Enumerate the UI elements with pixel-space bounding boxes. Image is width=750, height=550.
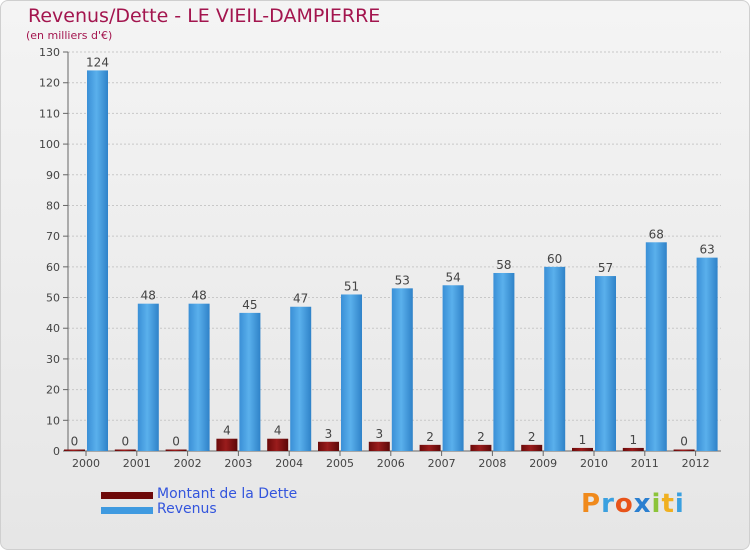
x-tick-label-2007: 2007 xyxy=(428,457,456,470)
bar-revenus-2009 xyxy=(544,266,566,451)
data-label-revenus-2000: 124 xyxy=(86,55,109,69)
legend-swatch-dette xyxy=(101,492,153,499)
data-label-dette-2012: 0 xyxy=(680,435,688,449)
bars xyxy=(64,70,718,452)
data-label-dette-2002: 0 xyxy=(172,435,180,449)
x-tick-label-2001: 2001 xyxy=(123,457,151,470)
y-tick-label-20: 20 xyxy=(46,384,60,397)
data-label-dette-2007: 2 xyxy=(426,430,434,444)
data-labels: 0 124 0 48 0 48 4 45 4 47 3 51 3 53 2 54 2 58 2 60 1 57 1 68 0 63 xyxy=(71,55,715,448)
y-tick-label-30: 30 xyxy=(46,353,60,366)
x-tick-label-2000: 2000 xyxy=(72,457,100,470)
bar-revenus-2004 xyxy=(290,306,312,451)
chart-subtitle: (en milliers d'€) xyxy=(26,29,113,42)
data-label-revenus-2009: 60 xyxy=(547,252,562,266)
data-label-dette-2001: 0 xyxy=(121,435,129,449)
legend-label-revenus: Revenus xyxy=(157,501,217,517)
logo-letter: t xyxy=(661,489,675,519)
x-tick-label-2009: 2009 xyxy=(529,457,557,470)
data-label-revenus-2010: 57 xyxy=(598,261,613,275)
bar-dette-2004 xyxy=(267,438,289,451)
bar-revenus-2006 xyxy=(391,288,413,451)
y-tick-label-0: 0 xyxy=(53,445,60,458)
data-label-revenus-2008: 58 xyxy=(496,258,511,272)
x-tick-label-2004: 2004 xyxy=(275,457,303,470)
bar-dette-2003 xyxy=(216,438,238,451)
bar-revenus-2005 xyxy=(341,294,362,451)
legend-label-dette: Montant de la Dette xyxy=(157,486,298,502)
bar-dette-2001 xyxy=(114,449,136,451)
y-tick-label-40: 40 xyxy=(46,322,60,335)
data-label-revenus-2006: 53 xyxy=(395,273,410,287)
logo-letter: r xyxy=(601,489,615,519)
x-tick-label-2010: 2010 xyxy=(580,457,608,470)
data-label-dette-2006: 3 xyxy=(375,427,383,441)
bar-dette-2007 xyxy=(419,444,441,451)
data-label-dette-2008: 2 xyxy=(477,430,485,444)
y-tick-label-100: 100 xyxy=(39,138,60,151)
bar-dette-2005 xyxy=(318,441,339,451)
data-label-dette-2004: 4 xyxy=(274,424,282,438)
x-tick-label-2006: 2006 xyxy=(377,457,405,470)
bar-dette-2011 xyxy=(622,447,644,451)
data-label-revenus-2001: 48 xyxy=(141,289,156,303)
data-label-revenus-2012: 63 xyxy=(699,243,714,257)
data-label-dette-2009: 2 xyxy=(528,430,536,444)
data-label-revenus-2007: 54 xyxy=(445,270,460,284)
x-tick-label-2008: 2008 xyxy=(478,457,506,470)
bar-revenus-2002 xyxy=(188,303,210,451)
bar-revenus-2000 xyxy=(87,70,108,452)
bar-dette-2006 xyxy=(368,441,390,451)
y-tick-label-60: 60 xyxy=(46,261,60,274)
y-tick-label-10: 10 xyxy=(46,414,60,427)
chart-title: Revenus/Dette - LE VIEIL-DAMPIERRE xyxy=(28,5,381,27)
bar-dette-2000 xyxy=(64,449,85,451)
x-tick-label-2012: 2012 xyxy=(682,457,710,470)
bar-revenus-2011 xyxy=(645,242,667,451)
y-tick-label-80: 80 xyxy=(46,199,60,212)
proxiti-logo: Proxiti xyxy=(581,489,685,519)
y-tick-label-120: 120 xyxy=(39,77,60,90)
data-label-revenus-2002: 48 xyxy=(191,289,206,303)
bar-dette-2010 xyxy=(572,447,593,451)
bar-dette-2002 xyxy=(165,449,187,451)
data-label-revenus-2004: 47 xyxy=(293,292,308,306)
x-tick-label-2003: 2003 xyxy=(224,457,252,470)
logo-letter: x xyxy=(633,489,652,519)
bar-revenus-2010 xyxy=(595,276,616,451)
data-label-dette-2010: 1 xyxy=(579,433,587,447)
data-label-dette-2005: 3 xyxy=(325,427,333,441)
logo-letter: o xyxy=(614,489,634,519)
bar-dette-2012 xyxy=(673,449,695,451)
bar-revenus-2008 xyxy=(493,272,515,451)
data-label-dette-2000: 0 xyxy=(71,435,79,449)
logo-letter: i xyxy=(651,489,662,519)
data-label-revenus-2011: 68 xyxy=(649,227,664,241)
y-tick-label-50: 50 xyxy=(46,292,60,305)
logo-letter: P xyxy=(581,489,602,519)
bar-dette-2009 xyxy=(521,444,543,451)
data-label-revenus-2003: 45 xyxy=(242,298,257,312)
y-tick-label-130: 130 xyxy=(39,46,60,59)
legend-swatch-revenus xyxy=(101,507,153,514)
y-tick-label-90: 90 xyxy=(46,169,60,182)
x-tick-label-2011: 2011 xyxy=(631,457,659,470)
bar-revenus-2003 xyxy=(239,312,261,451)
logo-letter: i xyxy=(674,489,685,519)
x-tick-label-2002: 2002 xyxy=(174,457,202,470)
x-tick-label-2005: 2005 xyxy=(326,457,354,470)
bar-revenus-2001 xyxy=(137,303,159,451)
data-label-dette-2011: 1 xyxy=(629,433,637,447)
bar-revenus-2007 xyxy=(442,285,464,451)
data-label-dette-2003: 4 xyxy=(223,424,231,438)
bar-revenus-2012 xyxy=(696,257,718,451)
bar-dette-2008 xyxy=(470,444,492,451)
data-label-revenus-2005: 51 xyxy=(344,279,359,293)
y-tick-label-110: 110 xyxy=(39,107,60,120)
y-tick-label-70: 70 xyxy=(46,230,60,243)
